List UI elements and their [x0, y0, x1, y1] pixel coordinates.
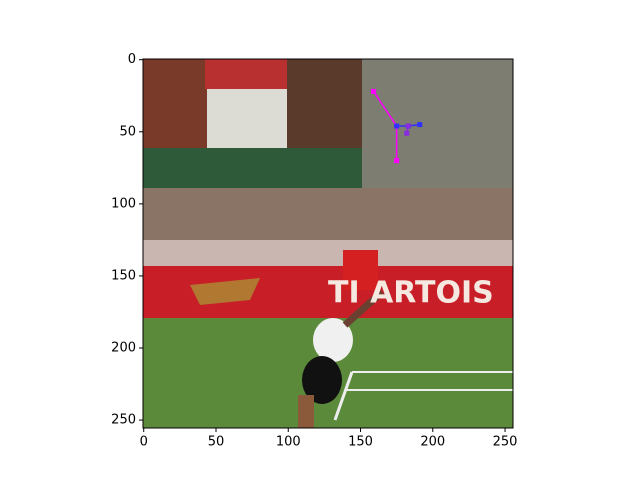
y-tick-label: 50: [119, 124, 136, 139]
keypoint: [371, 88, 377, 94]
banner-text: TI ARTOIS: [328, 276, 494, 311]
x-tick-label: 0: [140, 435, 148, 450]
x-tick-label: 50: [208, 435, 225, 450]
x-tick-label: 250: [493, 435, 518, 450]
keypoint: [394, 123, 400, 129]
y-tick-label: 0: [128, 52, 136, 67]
x-tick-label: 100: [276, 435, 301, 450]
stands: [362, 59, 513, 189]
court-line: [333, 371, 354, 421]
window: [207, 85, 287, 148]
brick-wall: [143, 59, 213, 149]
umpire: [343, 250, 378, 290]
flowers: [205, 59, 300, 89]
x-tick-label: 150: [348, 435, 373, 450]
keypoint: [394, 158, 400, 164]
green-wall: [143, 148, 368, 193]
axes-frame: [142, 58, 514, 429]
x-tick-label: 200: [420, 435, 445, 450]
crowd-front: [143, 240, 513, 268]
player-shorts: [302, 356, 342, 404]
y-tick-label: 100: [111, 196, 136, 211]
keypoint: [404, 130, 410, 136]
keypoint: [417, 122, 423, 128]
photo: TI ARTOIS: [143, 59, 513, 428]
player-arm: [342, 289, 385, 328]
keypoint: [405, 123, 411, 129]
banner-logo: [190, 278, 260, 305]
player-leg: [298, 395, 314, 428]
roof: [287, 59, 362, 149]
y-tick-label: 150: [111, 268, 136, 283]
y-tick-label: 250: [111, 413, 136, 428]
y-tick-label: 200: [111, 341, 136, 356]
player-shirt: [313, 318, 353, 362]
